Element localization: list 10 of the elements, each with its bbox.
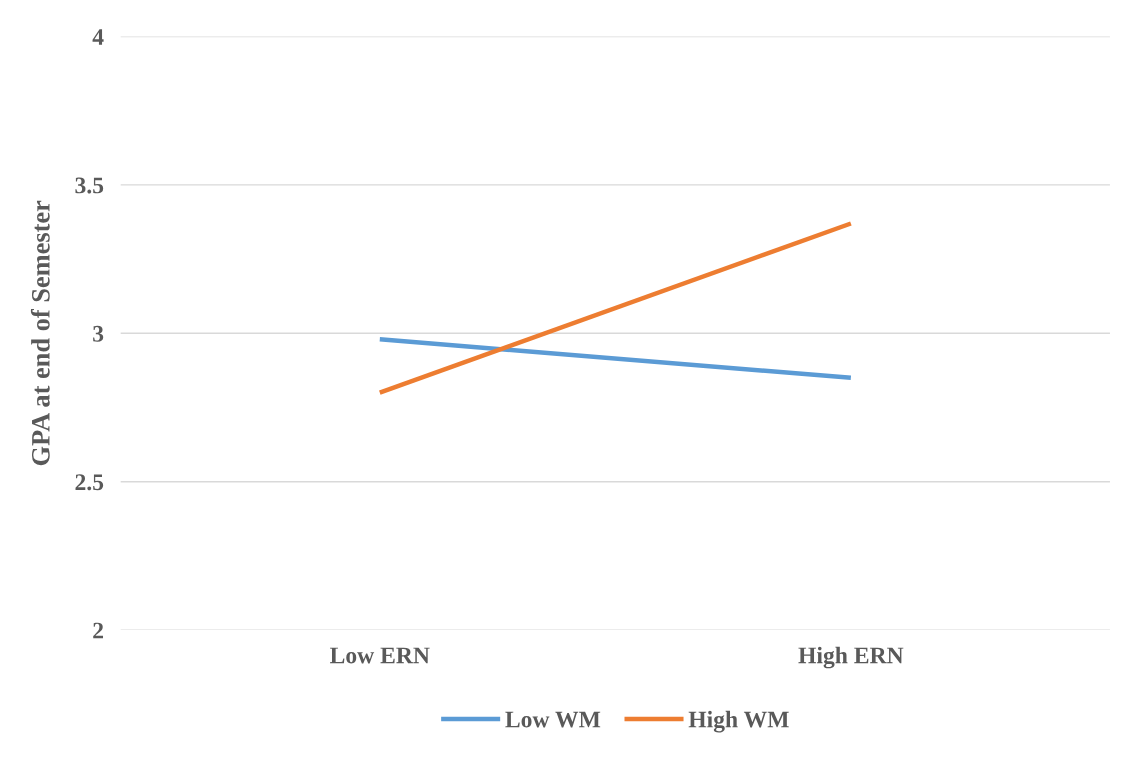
y-tick-label: 2.5 (75, 474, 104, 491)
legend-label: High WM (688, 710, 789, 733)
y-tick-label: 3 (93, 325, 104, 342)
y-axis-title: GPA at end of Semester (30, 200, 50, 466)
y-tick-label: 2 (93, 622, 104, 639)
x-tick-label: High ERN (798, 646, 904, 669)
legend-label: Low WM (505, 711, 601, 728)
x-tick-label: Low ERN (330, 647, 430, 664)
y-tick-label: 4 (92, 29, 104, 45)
y-tick-label: 3.5 (75, 177, 104, 194)
